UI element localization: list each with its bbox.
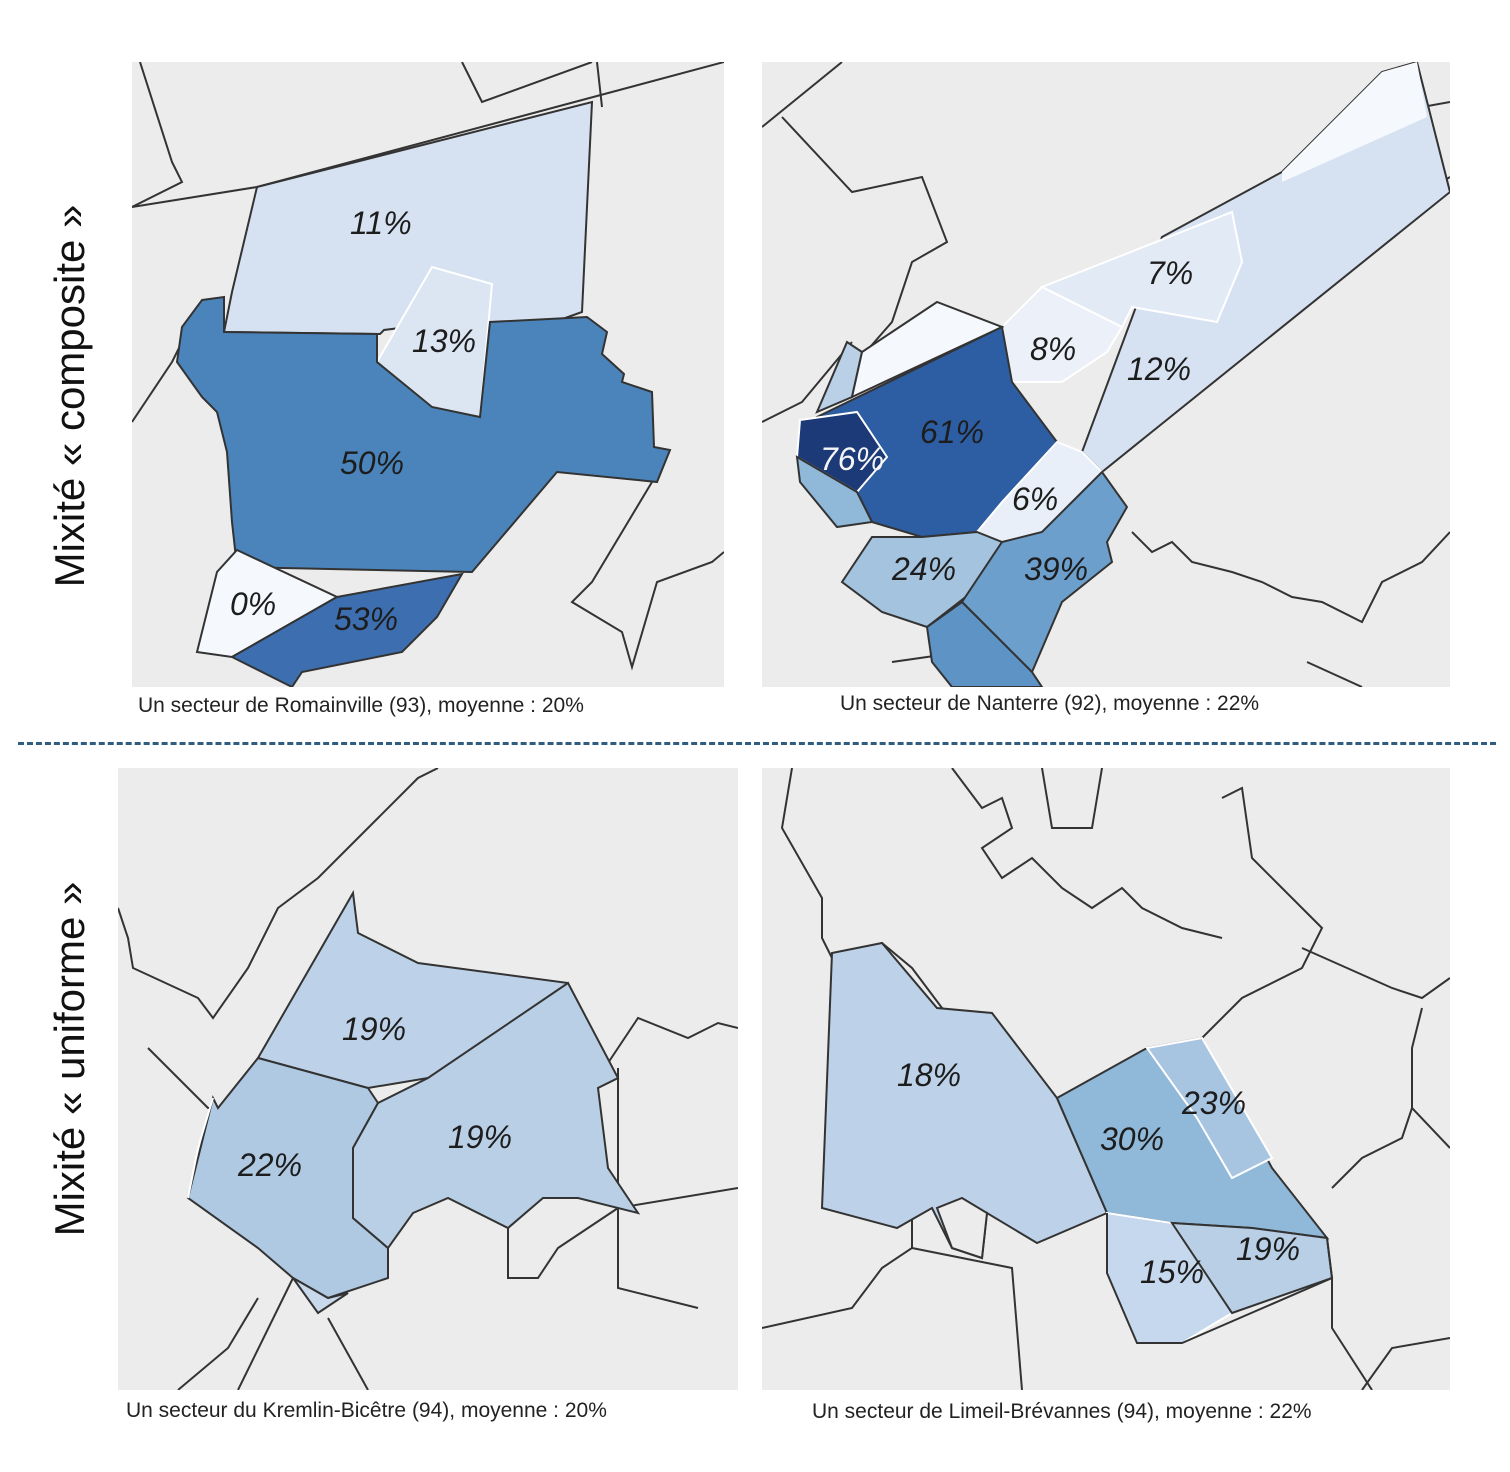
zone-label-76: 76% (820, 441, 884, 477)
zone-label-6: 6% (1012, 481, 1058, 517)
surrounding-boundaries (762, 62, 1450, 687)
zone-central (175, 295, 672, 574)
zone-south (925, 600, 1044, 687)
zone-label-30: 30% (1100, 1121, 1164, 1157)
caption-romainville: Un secteur de Romainville (93), moyenne … (138, 694, 584, 717)
zone-label-south: 53% (334, 601, 398, 637)
zone-label-24: 24% (891, 551, 956, 587)
zone-south-outline (1106, 1213, 1334, 1344)
zone-23 (1145, 1036, 1274, 1180)
zone-label-7: 7% (1147, 255, 1193, 291)
row-label-composite: Mixité « composite » (46, 204, 93, 588)
section-divider (18, 742, 1496, 745)
zone-label-23: 23% (1181, 1085, 1246, 1121)
zone-label-61: 61% (920, 414, 984, 450)
map-romainville: 11% 13% 50% 0% 53% (132, 62, 724, 687)
zone-label-north: 19% (342, 1011, 406, 1047)
map-limeil-brevannes: 18% 23% 30% 15% 19% (762, 768, 1450, 1390)
zone-east (352, 981, 641, 1250)
surrounding-boundaries (132, 62, 724, 671)
zone-south (229, 572, 464, 687)
zone-label-west: 22% (237, 1147, 302, 1183)
zone-label-north: 11% (350, 205, 412, 241)
map-kremlin-bicetre: 19% 22% 19% (118, 768, 738, 1390)
caption-kremlin-bicetre: Un secteur du Kremlin-Bicêtre (94), moye… (126, 1399, 607, 1422)
zone-label-15: 15% (1140, 1254, 1204, 1290)
row-label-uniforme: Mixité « uniforme » (46, 881, 93, 1237)
zone-76 (795, 410, 889, 494)
surrounding-boundaries (118, 768, 738, 1390)
zone-18-notch (935, 1196, 989, 1260)
zone-label-19: 19% (1236, 1231, 1300, 1267)
caption-nanterre: Un secteur de Nanterre (92), moyenne : 2… (840, 692, 1260, 715)
zone-76-adj (795, 455, 874, 529)
zone-label-central: 50% (340, 445, 404, 481)
zone-south-tip (292, 1277, 349, 1315)
zone-label-8: 8% (1030, 331, 1076, 367)
zone-west-edge (187, 1097, 214, 1199)
zone-label-39: 39% (1024, 551, 1088, 587)
map-nanterre: 7% 8% 12% 61% 76% 6% 24% 39% (762, 62, 1450, 687)
zone-north-strip (1282, 62, 1427, 182)
zone-label-southwest: 0% (230, 586, 276, 622)
zone-southwest (195, 548, 340, 659)
zone-label-center-east: 13% (412, 323, 476, 359)
zone-18 (820, 941, 1109, 1260)
zone-label-east: 19% (448, 1119, 512, 1155)
caption-limeil-brevannes: Un secteur de Limeil-Brévannes (94), moy… (812, 1400, 1312, 1423)
zone-label-12: 12% (1127, 351, 1191, 387)
zone-label-18: 18% (897, 1057, 961, 1093)
